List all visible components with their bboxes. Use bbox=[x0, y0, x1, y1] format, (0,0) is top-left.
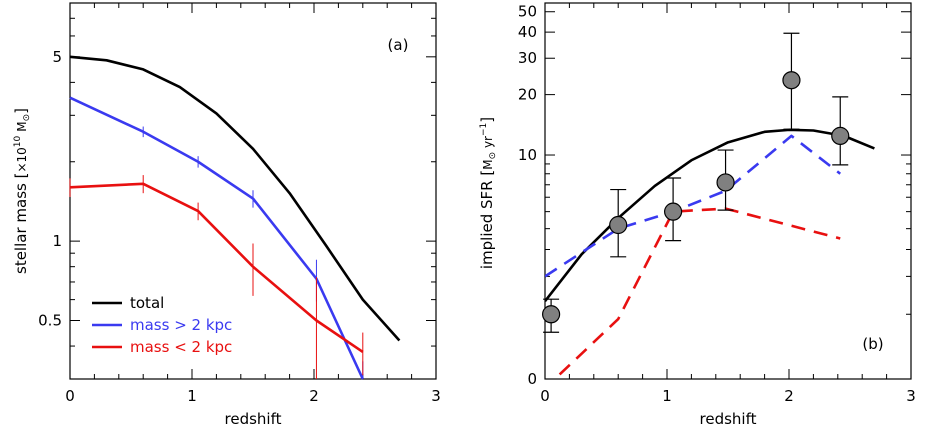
series-line-0 bbox=[545, 128, 875, 302]
series-line-2 bbox=[69, 182, 364, 354]
data-point bbox=[831, 126, 850, 145]
x-tick-label: 3 bbox=[431, 387, 441, 405]
series-line-2 bbox=[558, 207, 841, 376]
y-tick-label: 20 bbox=[518, 86, 537, 104]
x-tick-label: 2 bbox=[309, 387, 319, 405]
panel-a-series bbox=[69, 55, 401, 380]
data-point bbox=[716, 173, 735, 192]
y-tick-label: 1 bbox=[52, 232, 62, 250]
x-tick-label: 0 bbox=[540, 387, 550, 405]
series-line-1 bbox=[69, 96, 364, 380]
x-tick-label: 1 bbox=[662, 387, 672, 405]
panel-a-ylabel-sym: M bbox=[15, 121, 29, 131]
panel-b-frame bbox=[544, 2, 912, 380]
panel-a-ylabel-unit: ×10 bbox=[15, 147, 29, 172]
panel-b-ylabel-close: ] bbox=[478, 117, 496, 123]
legend-label: mass > 2 kpc bbox=[130, 316, 232, 334]
series-line-1 bbox=[545, 134, 842, 278]
panel-a-ylabel-close: ] bbox=[12, 108, 30, 114]
y-tick-label: 10 bbox=[518, 146, 537, 164]
x-tick-label: 1 bbox=[187, 387, 197, 405]
panel-a-ylabel-sun: ⊙ bbox=[22, 114, 32, 122]
y-tick-label: 50 bbox=[518, 3, 537, 21]
panel-b-ylabel-sun: ⊙ bbox=[488, 152, 498, 160]
panel-b-series bbox=[545, 128, 875, 376]
series-line-0 bbox=[69, 55, 401, 342]
panel-a-ylabel: stellar mass [×1010 M⊙] bbox=[12, 108, 32, 274]
y-tick-label: 0 bbox=[527, 370, 537, 388]
data-point bbox=[541, 305, 561, 324]
x-tick-label: 2 bbox=[784, 387, 794, 405]
y-tick-label: 40 bbox=[518, 23, 537, 41]
panel-a-label: (a) bbox=[388, 36, 409, 54]
x-tick-label: 0 bbox=[65, 387, 75, 405]
legend-label: total bbox=[130, 294, 164, 312]
panel-a-legend: total mass > 2 kpc mass < 2 kpc bbox=[92, 294, 232, 356]
panel-a: 0 1 2 3 0.5 1 5 (a) redshift stellar mass [×10… bbox=[12, 2, 441, 428]
data-point bbox=[782, 71, 801, 90]
panel-b-ylabel-tail: yr bbox=[481, 136, 495, 152]
panel-a-xlabel: redshift bbox=[225, 410, 282, 428]
panel-a-ticks: 0 1 2 3 0.5 1 5 bbox=[38, 2, 441, 405]
panel-b-ylabel-main: implied SFR [ bbox=[478, 170, 496, 269]
panel-b-ylabel-exp: −1 bbox=[479, 123, 489, 136]
y-tick-label: 30 bbox=[518, 49, 537, 67]
y-tick-label: 0.5 bbox=[38, 312, 62, 330]
y-tick-label: 5 bbox=[52, 48, 62, 66]
legend-label: mass < 2 kpc bbox=[130, 338, 232, 356]
panel-b-label: (b) bbox=[862, 335, 883, 353]
x-tick-label: 3 bbox=[906, 387, 916, 405]
panel-b-ylabel: implied SFR [M⊙ yr−1] bbox=[478, 117, 498, 269]
panel-b-points bbox=[541, 32, 850, 333]
panel-b-ylabel-unit: M bbox=[481, 159, 495, 169]
data-point bbox=[663, 202, 683, 221]
panel-a-ylabel-exp: 10 bbox=[13, 135, 23, 147]
data-point bbox=[609, 215, 628, 235]
panel-a-ylabel-main: stellar mass [ bbox=[12, 173, 30, 274]
panel-b-xlabel: redshift bbox=[700, 410, 757, 428]
